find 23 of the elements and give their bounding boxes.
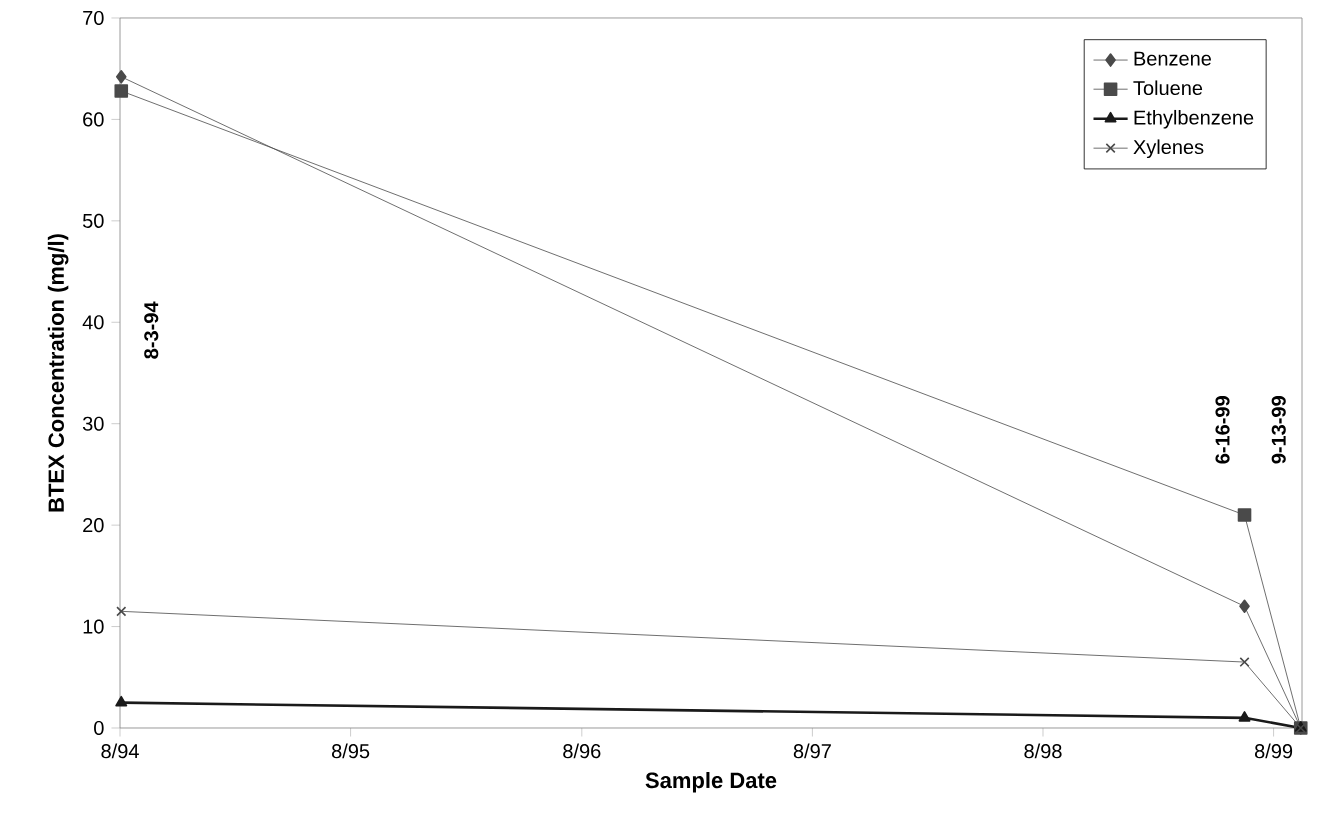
y-tick-label: 60 (83, 112, 104, 127)
y-tick-label: 10 (83, 619, 104, 634)
legend-label: Benzene (1134, 51, 1211, 66)
annotation: 8-3-94 (144, 301, 159, 359)
x-tick-label: 8/98 (1024, 743, 1062, 759)
x-axis-title: Sample Date (645, 772, 777, 793)
legend-label: Xylenes (1133, 139, 1204, 159)
x-tick-label: 8/97 (793, 743, 831, 759)
annotation: 9-13-99 (1271, 396, 1286, 464)
y-tick-label: 30 (82, 416, 104, 431)
x-tick-label: 8/96 (563, 743, 601, 759)
y-tick-label: 0 (94, 720, 104, 736)
x-tick-label: 8/94 (101, 743, 139, 759)
x-tick-label: 8/95 (332, 743, 370, 759)
y-axis-title: BTEX Concentration (mg/l) (47, 234, 69, 512)
legend-label: Ethylbenzene (1134, 109, 1254, 129)
y-tick-label: 70 (83, 10, 104, 26)
annotation: 6-16-99 (1215, 396, 1230, 464)
y-tick-label: 40 (82, 315, 104, 330)
y-tick-label: 20 (83, 518, 104, 533)
y-tick-label: 50 (82, 213, 104, 228)
legend-label: Toluene (1133, 80, 1203, 96)
x-tick-label: 8/99 (1255, 743, 1293, 759)
